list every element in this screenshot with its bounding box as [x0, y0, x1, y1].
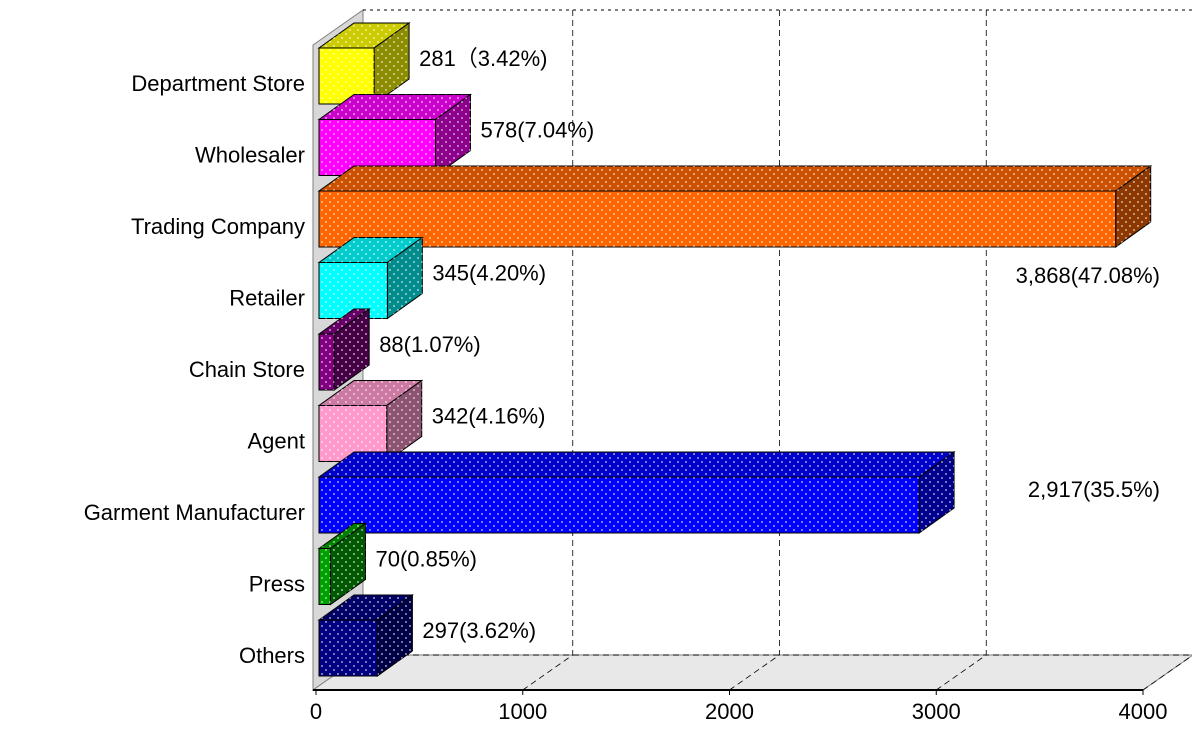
x-tick-label: 0 [310, 699, 322, 724]
y-tick-label: Others [239, 643, 305, 668]
floor-grid-line [936, 654, 987, 691]
value-label: 345(4.20%) [432, 260, 546, 285]
bar-side-texture [919, 452, 955, 533]
y-tick-label: Press [249, 571, 305, 596]
y-tick-label: Wholesaler [195, 142, 305, 167]
bar-texture [319, 191, 1116, 247]
bar-top-texture [319, 452, 955, 477]
y-tick-label: Department Store [131, 71, 305, 96]
x-tick-label: 2000 [705, 699, 754, 724]
bar-texture [319, 477, 920, 533]
value-label: 70(0.85%) [375, 546, 477, 571]
bar-top-texture [319, 23, 410, 48]
bar-top-texture [319, 595, 413, 620]
bar-top-texture [319, 94, 471, 120]
x-tick-label: 1000 [498, 699, 547, 724]
x-tick-label: 4000 [1119, 699, 1168, 724]
bar-top-texture [319, 166, 1151, 191]
value-label: 578(7.04%) [481, 117, 595, 142]
bar-side-texture [387, 237, 423, 319]
bar-top-texture [319, 309, 370, 334]
floor-grid-line [1142, 655, 1192, 691]
bar-texture [319, 334, 335, 390]
value-label: 297(3.62%) [422, 618, 536, 643]
bar-top-texture [319, 380, 422, 406]
bar-side-texture [330, 523, 366, 605]
y-tick-label: Trading Company [131, 214, 305, 239]
floor-grid-line [522, 654, 573, 691]
bar-side-texture [435, 94, 471, 176]
value-label: 88(1.07%) [379, 332, 481, 357]
bar-side-texture [334, 309, 370, 390]
x-tick-label: 3000 [912, 699, 961, 724]
bar-top-texture [319, 523, 366, 549]
bar-side-texture [377, 595, 413, 676]
bar-side-texture [374, 23, 410, 104]
bar-top-texture [319, 237, 423, 263]
bar-side-texture [386, 380, 422, 462]
y-tick-label: Garment Manufacturer [84, 500, 305, 525]
floor [311, 654, 1192, 691]
value-label: 342(4.16%) [432, 403, 546, 428]
value-label: 2,917(35.5%) [1028, 477, 1160, 502]
bar-texture [319, 548, 331, 605]
bar-texture [319, 620, 378, 676]
floor-grid-line [729, 654, 780, 691]
y-tick-label: Chain Store [189, 357, 305, 382]
value-label: 3,868(47.08%) [1016, 263, 1160, 288]
bar-side-texture [1115, 166, 1151, 247]
y-tick-label: Agent [248, 428, 306, 453]
value-label: 281（3.42%) [419, 46, 547, 71]
y-tick-label: Retailer [229, 285, 305, 310]
